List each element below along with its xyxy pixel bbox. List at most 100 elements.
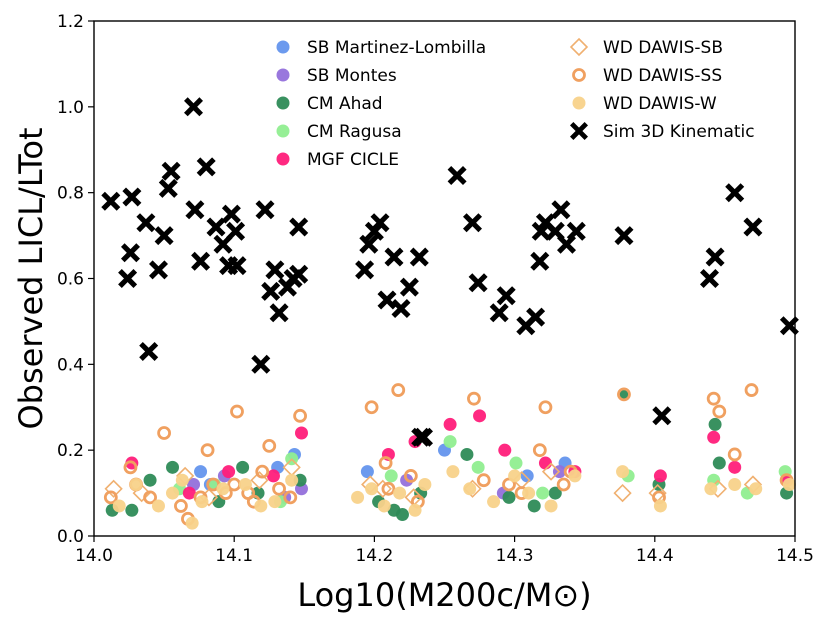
- point-sim-3d-kinematic: [496, 286, 516, 306]
- point-wd-dawis-sb: [199, 488, 219, 507]
- point-wd-dawis-w: [446, 465, 460, 479]
- point-sim-3d-kinematic: [566, 221, 586, 241]
- data-points: [101, 97, 799, 530]
- x-tick-label: 14.4: [636, 546, 674, 566]
- legend-marker-wd-dawis-w: [572, 96, 586, 110]
- point-mgf-cicle: [294, 426, 308, 440]
- point-wd-dawis-ss: [403, 469, 418, 483]
- y-tick-label: 0.2: [57, 441, 84, 461]
- legend-item-wd-dawis-ss: WD DAWIS-SS: [572, 66, 722, 86]
- legend-marker-mgf-cicle: [276, 152, 290, 166]
- point-mgf-cicle: [728, 460, 742, 474]
- point-sim-3d-kinematic: [652, 406, 672, 426]
- point-wd-dawis-w: [351, 490, 365, 504]
- legend-item-wd-dawis-sb: WD DAWIS-SB: [569, 37, 723, 58]
- y-axis: 0.0 0.2 0.4 0.6 0.8 1.0 1.2: [57, 12, 94, 547]
- legend-marker-sim-3d-kinematic: [570, 122, 588, 140]
- point-wd-dawis-ss: [391, 383, 406, 397]
- legend: SB Martinez-Lombilla SB Montes CM Ahad CM R…: [276, 37, 755, 170]
- y-tick-label: 0.8: [57, 184, 84, 204]
- point-sb-martinez-lombilla: [520, 469, 534, 483]
- legend-item-wd-dawis-w: WD DAWIS-W: [572, 94, 717, 114]
- point-sim-3d-kinematic: [206, 217, 226, 237]
- point-wd-dawis-ss: [174, 499, 188, 513]
- point-wd-dawis-w: [175, 473, 189, 487]
- point-wd-dawis-w: [544, 499, 558, 513]
- series-sim-3d-kinematic: [101, 97, 799, 447]
- point-sim-3d-kinematic: [101, 191, 121, 211]
- point-sim-3d-kinematic: [196, 157, 216, 177]
- point-wd-dawis-sb: [104, 479, 123, 498]
- point-sim-3d-kinematic: [779, 316, 799, 336]
- point-mgf-cicle: [653, 469, 667, 483]
- point-wd-dawis-w: [129, 478, 143, 491]
- point-wd-dawis-ss: [255, 464, 270, 479]
- point-sim-3d-kinematic: [251, 354, 271, 374]
- point-wd-dawis-w: [377, 499, 391, 513]
- point-wd-dawis-ss: [283, 490, 298, 505]
- legend-marker-sb-montes: [276, 68, 290, 82]
- point-wd-dawis-ss: [272, 481, 286, 496]
- point-sim-3d-kinematic: [370, 213, 390, 233]
- legend-marker-cm-ahad: [276, 96, 290, 110]
- point-wd-dawis-w: [782, 478, 796, 491]
- point-cm-ahad: [548, 486, 562, 500]
- point-cm-ahad: [527, 499, 541, 513]
- legend-label: Sim 3D Kinematic: [603, 122, 755, 142]
- point-wd-dawis-ss: [712, 404, 727, 419]
- point-cm-ahad: [166, 460, 180, 474]
- x-tick-label: 14.5: [776, 546, 814, 566]
- point-wd-dawis-ss: [103, 490, 118, 505]
- point-sim-3d-kinematic: [743, 217, 763, 237]
- point-sim-3d-kinematic: [121, 243, 140, 263]
- point-mgf-cicle: [538, 456, 552, 470]
- legend-item-sb-martinez-lombilla: SB Martinez-Lombilla: [276, 38, 486, 58]
- point-wd-dawis-ss: [706, 391, 721, 406]
- legend-marker-cm-ragusa: [276, 124, 290, 138]
- legend-label: WD DAWIS-SB: [603, 38, 723, 58]
- point-wd-dawis-sb: [613, 483, 632, 503]
- point-wd-dawis-w: [749, 482, 763, 496]
- point-sim-3d-kinematic: [265, 260, 285, 280]
- point-sim-3d-kinematic: [136, 213, 156, 233]
- legend-marker-wd-dawis-ss: [572, 68, 586, 82]
- legend-label: WD DAWIS-W: [603, 94, 717, 114]
- point-wd-dawis-ss: [476, 473, 491, 488]
- point-cm-ahad: [708, 417, 722, 431]
- point-sim-3d-kinematic: [255, 200, 275, 220]
- point-sim-3d-kinematic: [530, 251, 550, 271]
- y-tick-label: 0.0: [57, 527, 84, 547]
- point-wd-dawis-ss: [532, 443, 547, 458]
- point-cm-ahad: [395, 508, 409, 522]
- point-wd-dawis-w: [418, 478, 432, 491]
- point-sim-3d-kinematic: [489, 303, 509, 323]
- legend-label: WD DAWIS-SS: [603, 66, 722, 86]
- point-sim-3d-kinematic: [213, 234, 233, 254]
- point-cm-ragusa: [384, 469, 398, 483]
- point-mgf-cicle: [498, 443, 512, 457]
- point-wd-dawis-w: [238, 478, 252, 491]
- series-wd-dawis-w: [112, 465, 796, 530]
- point-wd-dawis-w: [285, 473, 299, 487]
- point-sim-3d-kinematic: [355, 260, 375, 280]
- point-wd-dawis-w: [522, 486, 536, 500]
- point-sim-3d-kinematic: [700, 269, 719, 288]
- point-sim-3d-kinematic: [118, 269, 138, 288]
- x-tick-label: 14.0: [75, 546, 113, 566]
- legend-marker-sb-martinez-lombilla: [276, 40, 290, 54]
- legend-item-mgf-cicle: MGF CICLE: [276, 150, 399, 170]
- point-wd-dawis-w: [616, 465, 630, 479]
- point-sim-3d-kinematic: [614, 226, 634, 246]
- point-wd-dawis-ss: [143, 490, 157, 505]
- point-sim-3d-kinematic: [468, 273, 488, 293]
- point-cm-ragusa: [471, 460, 485, 474]
- point-sim-3d-kinematic: [447, 166, 467, 185]
- point-wd-dawis-w: [487, 495, 501, 509]
- point-wd-dawis-w: [728, 478, 742, 491]
- y-tick-label: 0.6: [57, 270, 84, 290]
- point-sim-3d-kinematic: [414, 427, 433, 447]
- point-sim-3d-kinematic: [409, 247, 429, 267]
- point-sim-3d-kinematic: [391, 299, 411, 318]
- point-sim-3d-kinematic: [289, 217, 309, 237]
